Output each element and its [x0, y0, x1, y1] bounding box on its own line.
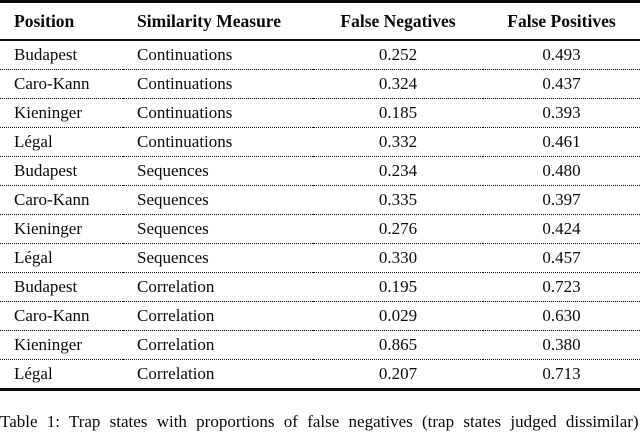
cell-false-positives: 0.713 [483, 359, 640, 391]
cell-false-positives: 0.457 [483, 243, 640, 273]
cell-false-negatives: 0.324 [313, 69, 483, 99]
cell-false-positives: 0.380 [483, 330, 640, 360]
cell-similarity-measure: Sequences [123, 185, 313, 215]
cell-false-positives: 0.493 [483, 40, 640, 70]
table-row: Caro-Kann Correlation 0.029 0.630 [0, 301, 640, 331]
table-row: Budapest Sequences 0.234 0.480 [0, 156, 640, 186]
cell-position: Budapest [0, 272, 123, 302]
cell-position: Kieninger [0, 98, 123, 128]
cell-similarity-measure: Continuations [123, 98, 313, 128]
table-body: Budapest Continuations 0.252 0.493 Caro-… [0, 40, 640, 391]
cell-false-negatives: 0.332 [313, 127, 483, 157]
cell-false-positives: 0.437 [483, 69, 640, 99]
cell-false-negatives: 0.252 [313, 40, 483, 70]
cell-false-positives: 0.630 [483, 301, 640, 331]
table-caption: Table 1: Trap states with proportions of… [0, 412, 639, 431]
cell-false-negatives: 0.865 [313, 330, 483, 360]
cell-false-negatives: 0.234 [313, 156, 483, 186]
cell-position: Budapest [0, 156, 123, 186]
cell-position: Kieninger [0, 330, 123, 360]
cell-similarity-measure: Sequences [123, 243, 313, 273]
table-row: Caro-Kann Continuations 0.324 0.437 [0, 69, 640, 99]
column-header-false-negatives: False Negatives [313, 1, 483, 41]
header-row: Position Similarity Measure False Negati… [0, 1, 640, 41]
cell-position: Kieninger [0, 214, 123, 244]
cell-false-negatives: 0.207 [313, 359, 483, 391]
cell-similarity-measure: Sequences [123, 156, 313, 186]
table-row: Caro-Kann Sequences 0.335 0.397 [0, 185, 640, 215]
cell-similarity-measure: Correlation [123, 359, 313, 391]
cell-false-positives: 0.723 [483, 272, 640, 302]
column-header-false-positives: False Positives [483, 1, 640, 41]
cell-position: Caro-Kann [0, 185, 123, 215]
cell-false-positives: 0.461 [483, 127, 640, 157]
column-header-position: Position [0, 1, 123, 41]
table-row: Kieninger Sequences 0.276 0.424 [0, 214, 640, 244]
cell-false-negatives: 0.185 [313, 98, 483, 128]
cell-similarity-measure: Sequences [123, 214, 313, 244]
cell-false-positives: 0.393 [483, 98, 640, 128]
table-row: Kieninger Correlation 0.865 0.380 [0, 330, 640, 360]
cell-position: Légal [0, 359, 123, 391]
table-header: Position Similarity Measure False Negati… [0, 1, 640, 41]
cell-similarity-measure: Continuations [123, 127, 313, 157]
cell-position: Légal [0, 127, 123, 157]
cell-false-negatives: 0.330 [313, 243, 483, 273]
cell-similarity-measure: Correlation [123, 301, 313, 331]
cell-position: Légal [0, 243, 123, 273]
cell-similarity-measure: Continuations [123, 40, 313, 70]
results-table: Position Similarity Measure False Negati… [0, 0, 640, 391]
cell-false-negatives: 0.276 [313, 214, 483, 244]
table-row: Légal Continuations 0.332 0.461 [0, 127, 640, 157]
cell-false-positives: 0.397 [483, 185, 640, 215]
cell-false-positives: 0.424 [483, 214, 640, 244]
table-row: Budapest Continuations 0.252 0.493 [0, 40, 640, 70]
cell-similarity-measure: Correlation [123, 330, 313, 360]
cell-position: Budapest [0, 40, 123, 70]
table-row: Légal Sequences 0.330 0.457 [0, 243, 640, 273]
cell-false-negatives: 0.195 [313, 272, 483, 302]
table-row: Budapest Correlation 0.195 0.723 [0, 272, 640, 302]
cell-false-negatives: 0.335 [313, 185, 483, 215]
cell-false-positives: 0.480 [483, 156, 640, 186]
table-row: Légal Correlation 0.207 0.713 [0, 359, 640, 391]
cell-position: Caro-Kann [0, 301, 123, 331]
column-header-similarity-measure: Similarity Measure [123, 1, 313, 41]
cell-similarity-measure: Correlation [123, 272, 313, 302]
cell-false-negatives: 0.029 [313, 301, 483, 331]
cell-position: Caro-Kann [0, 69, 123, 99]
table-row: Kieninger Continuations 0.185 0.393 [0, 98, 640, 128]
cell-similarity-measure: Continuations [123, 69, 313, 99]
